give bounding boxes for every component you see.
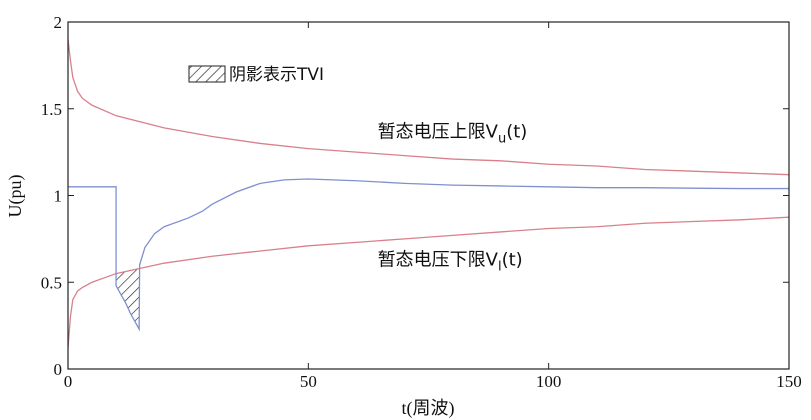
plot-background [68, 22, 789, 369]
tvi-hatched-area [116, 268, 140, 330]
upper-limit-label: 暂态电压上限Vu(t) [378, 121, 528, 146]
series-line-upper-limit [68, 39, 789, 176]
series-line-lower-limit [68, 216, 789, 349]
x-tick-label: 100 [536, 372, 562, 391]
x-axis-title: t(周波) [402, 398, 455, 419]
y-tick-label: 0 [54, 360, 63, 379]
legend-hatch-swatch [188, 65, 226, 83]
y-tick-label: 0.5 [41, 273, 62, 292]
x-tick-label: 0 [64, 372, 73, 391]
y-tick-label: 1.5 [41, 100, 62, 119]
lower-limit-label: 暂态电压下限Vl(t) [378, 250, 523, 275]
series-line-voltage [68, 178, 789, 332]
legend-label: 阴影表示TVI [229, 65, 324, 85]
x-tick-label: 150 [776, 372, 802, 391]
y-tick-label: 2 [54, 13, 63, 32]
y-axis-title: U(pu) [5, 175, 26, 218]
legend: 阴影表示TVI [188, 65, 324, 85]
y-tick-label: 1 [54, 187, 63, 206]
x-tick-label: 50 [300, 372, 317, 391]
